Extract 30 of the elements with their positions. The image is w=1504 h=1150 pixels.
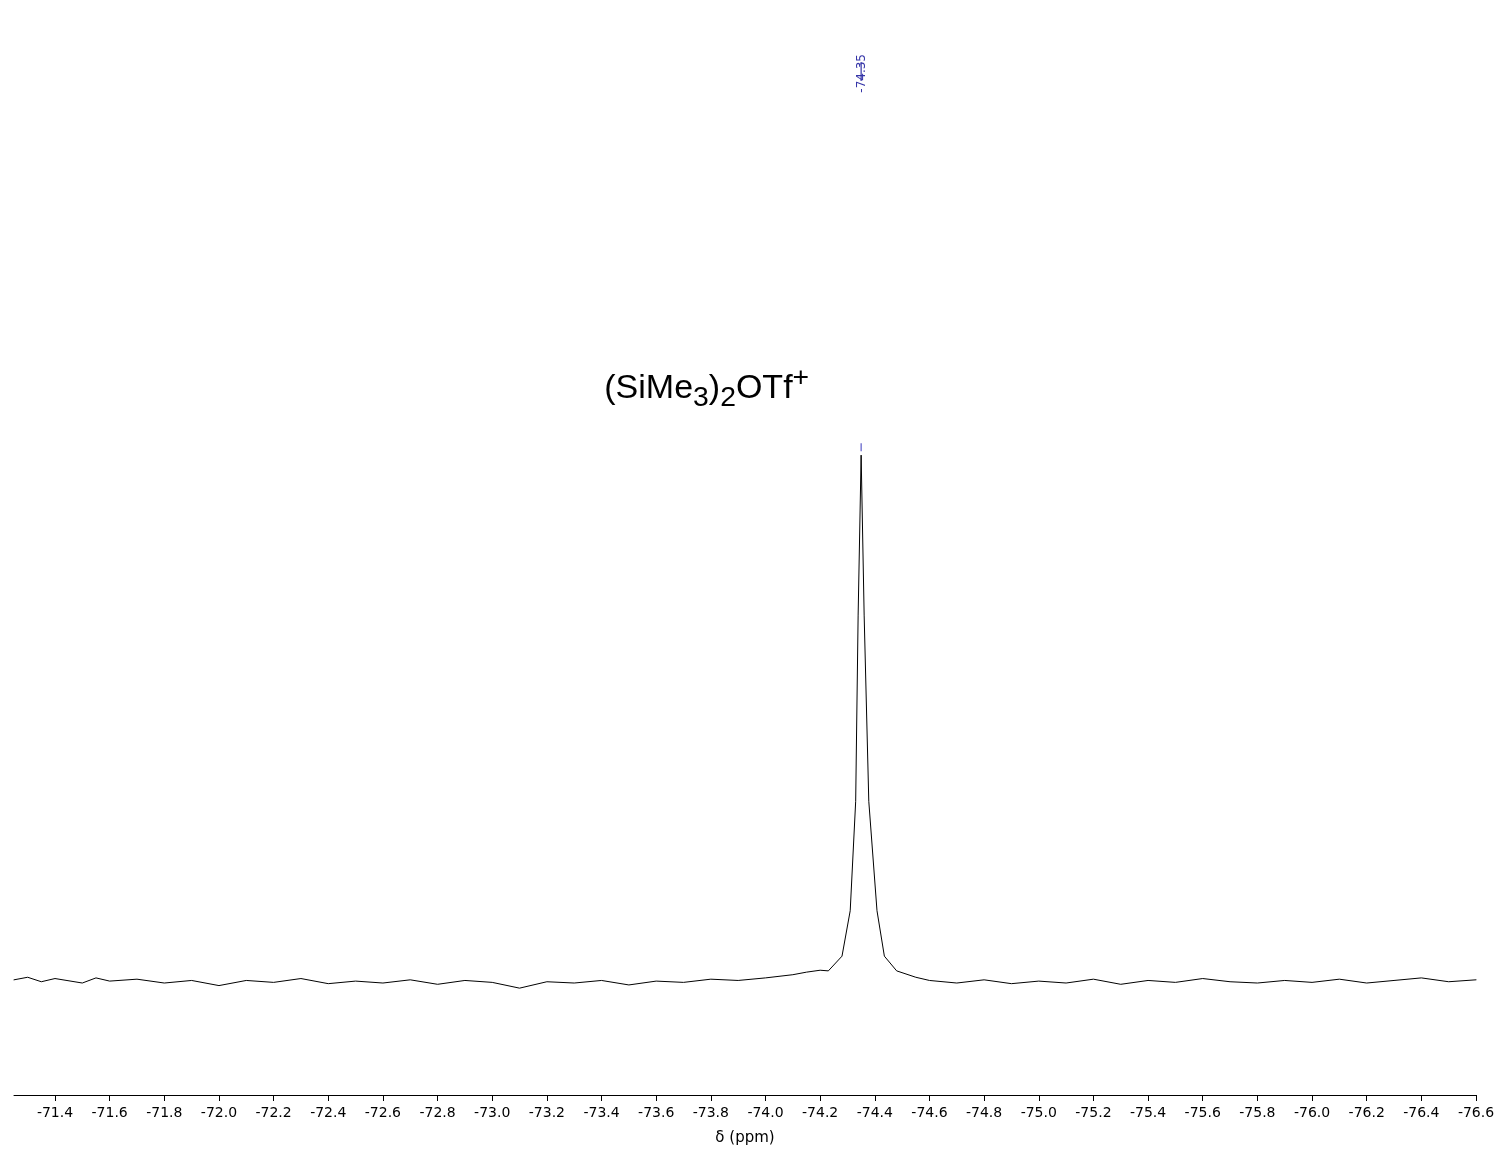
x-tick-label: -75.4 bbox=[1129, 1104, 1167, 1120]
x-tick-label: -73.0 bbox=[474, 1104, 511, 1120]
x-tick-label: -74.0 bbox=[747, 1104, 784, 1120]
x-tick-label: -71.4 bbox=[36, 1104, 74, 1120]
x-tick-label: -72.0 bbox=[200, 1104, 238, 1120]
text: -74.35 bbox=[854, 54, 869, 93]
x-axis-title: δ (ppm) bbox=[715, 1127, 775, 1146]
x-tick-label: -73.4 bbox=[583, 1104, 620, 1120]
text: (SiMe$_{3}$)$_{2}$OTf$^{+}$ bbox=[604, 360, 810, 414]
x-tick-label: -75.2 bbox=[1075, 1104, 1112, 1120]
x-tick-label: -73.8 bbox=[692, 1104, 729, 1120]
x-tick-label: -75.8 bbox=[1239, 1104, 1276, 1120]
x-tick-label: -74.8 bbox=[965, 1104, 1003, 1120]
x-tick-label: -72.6 bbox=[364, 1104, 402, 1120]
x-tick-label: -76.2 bbox=[1348, 1104, 1385, 1120]
x-tick-label: -72.2 bbox=[255, 1104, 292, 1120]
x-tick-label: -72.4 bbox=[310, 1104, 347, 1120]
x-tick-label: -71.8 bbox=[146, 1104, 183, 1120]
x-tick-label: -74.6 bbox=[911, 1104, 948, 1120]
x-tick-label: -75.0 bbox=[1020, 1104, 1057, 1120]
x-tick-label: -72.8 bbox=[419, 1104, 456, 1120]
x-tick-label: -73.6 bbox=[638, 1104, 675, 1120]
x-tick-label: -76.6 bbox=[1457, 1104, 1495, 1120]
x-tick-label: -76.0 bbox=[1293, 1104, 1331, 1120]
x-tick-label: -71.6 bbox=[91, 1104, 128, 1120]
x-tick-label: -74.4 bbox=[856, 1104, 893, 1120]
x-tick-label: -75.6 bbox=[1184, 1104, 1221, 1120]
x-tick-label: -76.4 bbox=[1403, 1104, 1440, 1120]
x-tick-label: -73.2 bbox=[528, 1104, 565, 1120]
x-tick-label: -74.2 bbox=[802, 1104, 839, 1120]
